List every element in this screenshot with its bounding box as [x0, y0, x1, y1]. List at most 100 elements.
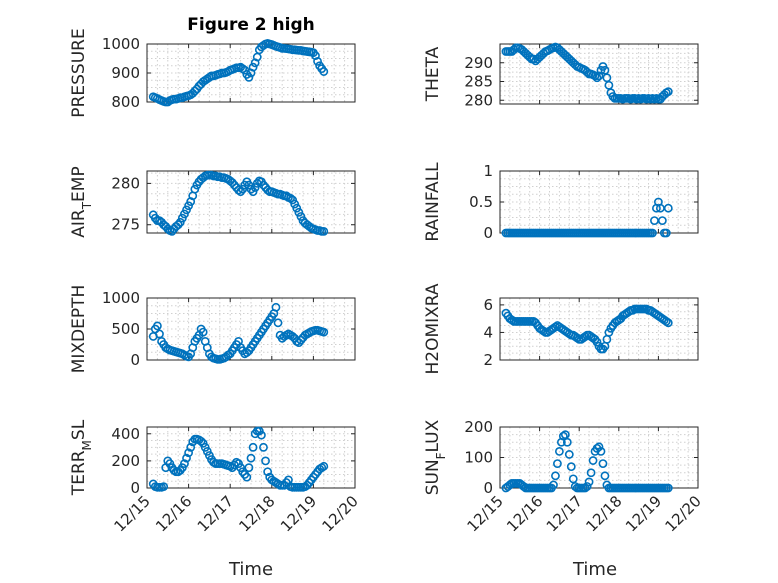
panel-7-data-point — [244, 463, 254, 473]
panel-8-data-point — [560, 430, 570, 440]
panel-1-data-point — [319, 67, 329, 76]
panel-8-data-point — [582, 482, 592, 491]
panel-3-data-point — [173, 220, 183, 230]
panel-8-data-point — [588, 456, 598, 465]
panel-7-xtick-label: 12/16 — [152, 492, 195, 535]
panel-7-data-point — [159, 482, 169, 492]
panel-2-data-point — [592, 73, 602, 83]
panel-3-data-point — [286, 193, 295, 203]
panel-6-ytick-label: 4 — [483, 323, 493, 341]
panel-4-ytick-label: 1 — [483, 162, 493, 180]
panel-8-xtick-label: 12/17 — [543, 492, 586, 535]
panel-6-ylabel: H2OMIXRA — [423, 283, 443, 374]
x-axis-label-right: Time — [572, 559, 617, 580]
panel-8-ylabel: SUNFLUX — [423, 419, 448, 495]
panel-6-ytick-label: 2 — [483, 351, 493, 369]
panel-8-xtick-label: 12/20 — [662, 492, 705, 535]
panel-8-ytick-label: 100 — [464, 449, 493, 467]
panel-6-data-point — [663, 318, 673, 328]
panel-8-data-point — [519, 482, 529, 491]
panel-4-ylabel: RAINFALL — [423, 162, 443, 242]
panel-3-data-point — [248, 187, 258, 197]
panel-3-data-point — [234, 185, 243, 195]
panel-4-data-point — [657, 216, 667, 225]
panel-7-ytick-label: 200 — [111, 452, 140, 470]
panel-7-xtick-label: 12/20 — [319, 492, 362, 535]
panel-3-data-point — [294, 207, 304, 217]
panel-1-ytick-label: 900 — [111, 64, 140, 82]
panel-3-data-point — [296, 212, 306, 221]
panel-3-data-point — [288, 195, 297, 205]
panel-4-data-point — [661, 228, 671, 238]
panel-5-data-point — [198, 327, 208, 337]
panel-6-ytick-label: 6 — [483, 296, 493, 314]
panel-1-data-point — [244, 72, 254, 82]
panel-7-data-point — [261, 456, 270, 466]
panel-8-xtick-label: 12/19 — [622, 492, 665, 535]
panel-7-data-point — [246, 453, 256, 463]
panel-3-ytick-label: 280 — [111, 174, 140, 192]
panel-7-data-point — [256, 430, 266, 440]
panel-4-ytick-label: 0.5 — [469, 193, 493, 211]
panel-3-data-point — [290, 199, 300, 209]
panel-8-data-point — [596, 446, 606, 456]
panel-7-xtick-label: 12/18 — [235, 492, 278, 535]
panel-7-xtick-label: 12/17 — [194, 492, 237, 535]
panel-3-data-point — [184, 201, 193, 211]
panel-7-xtick-label: 12/15 — [111, 492, 154, 535]
panel-3-data-point — [180, 209, 189, 219]
panel-2-ytick-label: 280 — [464, 91, 493, 109]
panel-8-data-point — [663, 483, 673, 493]
panel-7-ylabel: TERRMSL — [69, 419, 94, 496]
panel-5-data-point — [271, 302, 281, 312]
panel-8-data-point — [558, 431, 568, 441]
panel-2-data-point — [590, 71, 600, 81]
panel-5-data-point — [152, 321, 162, 331]
panel-5-ytick-label: 500 — [111, 320, 140, 338]
figure-title: Figure 2 high — [187, 15, 315, 35]
panel-6-data-point — [604, 328, 614, 337]
panel-7-data-point — [184, 448, 193, 458]
panel-8-xtick-label: 12/18 — [582, 492, 625, 535]
panel-7-ytick-label: 400 — [111, 425, 140, 443]
panel-4-data-point — [663, 203, 673, 213]
panel-3-axes-border — [146, 170, 356, 234]
panel-5-ytick-label: 1000 — [102, 289, 140, 307]
panel-1-ylabel: PRESSURE — [69, 28, 89, 117]
panel-8-xtick-label: 12/15 — [464, 492, 507, 535]
panel-3-data-point — [236, 187, 245, 197]
panel-2-data-point — [594, 71, 604, 81]
panel-8-data-point — [570, 482, 580, 491]
panel-8-ytick-label: 0 — [483, 479, 493, 497]
panel-8-data-point — [566, 462, 576, 472]
panel-7-data-point — [242, 472, 252, 482]
panel-2-data-point — [663, 87, 673, 97]
panel-8-data-point — [580, 483, 590, 493]
panel-7-ytick-label: 0 — [130, 479, 140, 497]
panel-1-ytick-label: 1000 — [102, 35, 140, 53]
panel-3-data-point — [250, 183, 260, 192]
panel-5-data-point — [319, 327, 329, 337]
panel-8-data-point — [586, 468, 596, 478]
panel-8-data-point — [505, 480, 515, 490]
panel-5-data-point — [273, 318, 283, 328]
panel-7-data-point — [196, 436, 206, 446]
panel-7-data-point — [182, 453, 191, 463]
panel-8-data-point — [568, 474, 578, 484]
panel-3-data-point — [319, 226, 329, 236]
panel-4-ytick-label: 0 — [483, 224, 493, 242]
panel-8-data-point — [551, 471, 560, 481]
panel-8-data-point — [549, 480, 558, 490]
panel-1-ytick-label: 800 — [111, 93, 140, 111]
panel-8-xtick-label: 12/16 — [503, 492, 546, 535]
panel-6-data-point — [592, 337, 602, 347]
panel-8-data-point — [598, 459, 608, 468]
panel-3-ytick-label: 275 — [111, 216, 140, 234]
panel-3-data-point — [177, 213, 187, 223]
panel-6-axes-border — [499, 297, 699, 361]
panel-3-data-point — [190, 184, 200, 194]
panel-7-xtick-label: 12/19 — [277, 492, 320, 535]
panel-5-ylabel: MIXDEPTH — [69, 285, 89, 374]
panel-3-ylabel: AIRTEMP — [69, 166, 94, 237]
